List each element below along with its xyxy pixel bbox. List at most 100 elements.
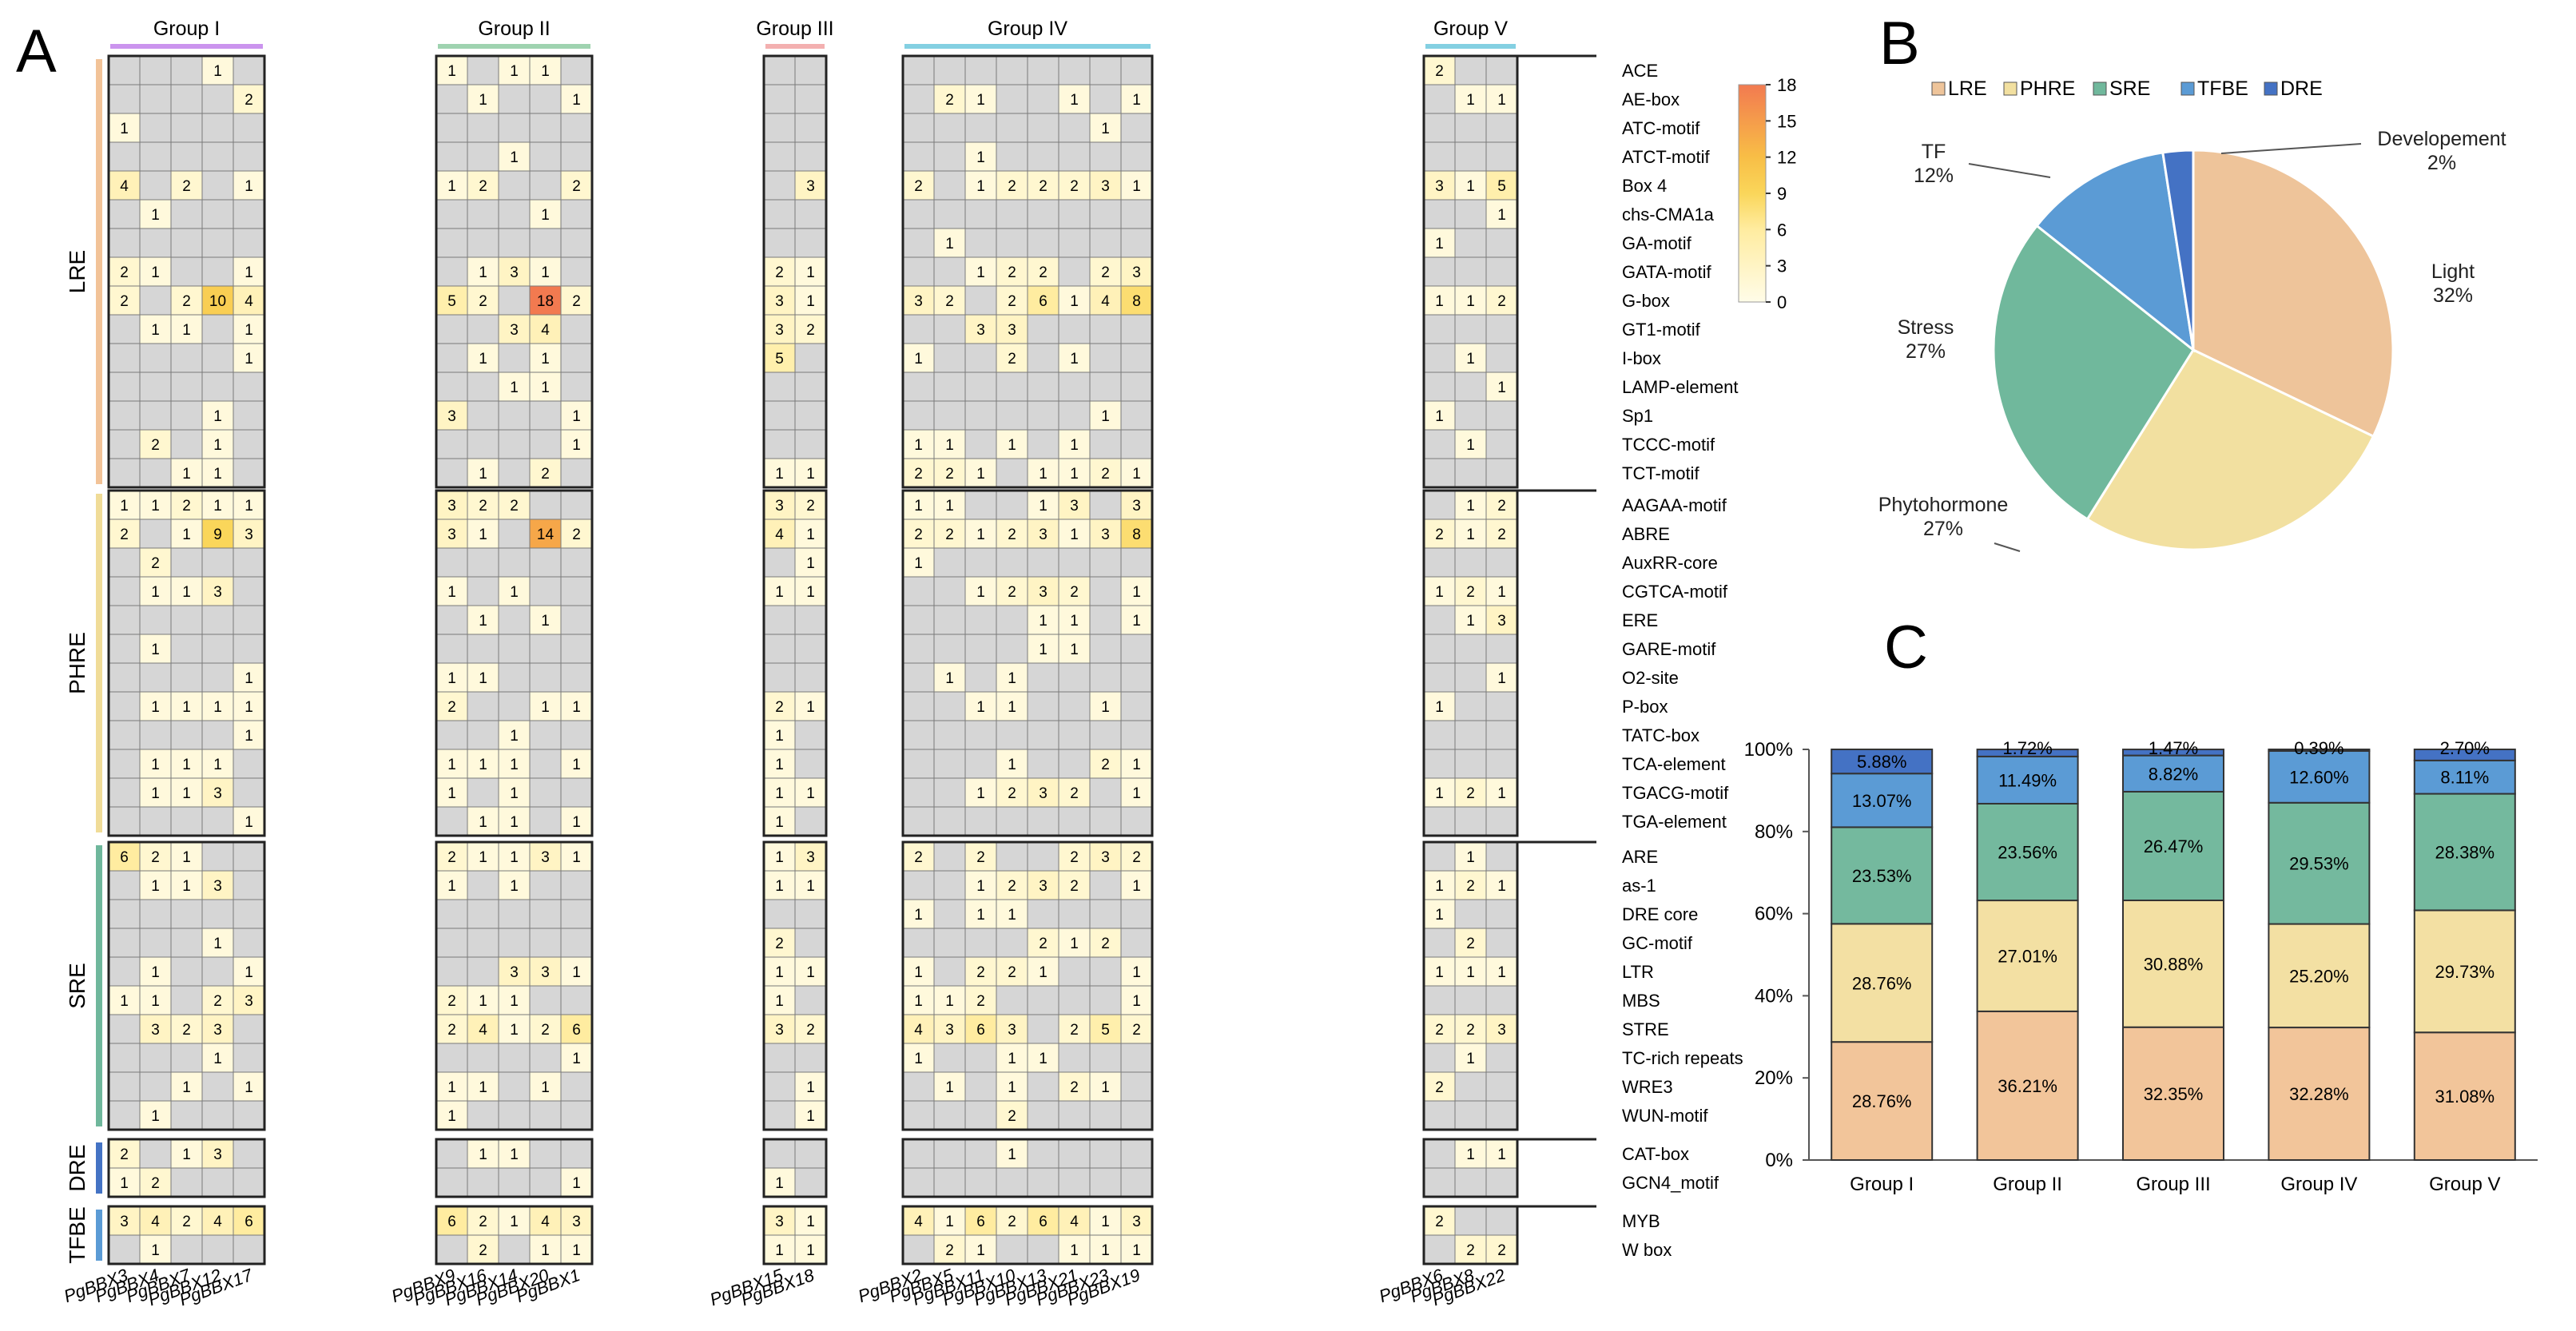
heatmap-cell (467, 199, 499, 229)
motif-label: AAGAA-motif (1622, 495, 1727, 515)
heatmap-cell (763, 55, 796, 85)
heatmap-cell (902, 458, 935, 488)
heatmap-cell (435, 547, 468, 578)
cell-value: 1 (447, 757, 456, 773)
heatmap-cell (201, 1234, 234, 1265)
leader-line (2220, 143, 2362, 154)
cell-value: 2 (479, 498, 487, 515)
cell-value: 2 (479, 1242, 487, 1259)
heatmap-cell (1027, 985, 1059, 1015)
heatmap-cell (435, 928, 468, 958)
cell-value: 6 (1039, 293, 1047, 310)
cell-value: 4 (914, 1022, 923, 1039)
cell-value: 2 (914, 178, 923, 195)
heatmap-cell (1058, 84, 1091, 114)
cell-value: 1 (1132, 466, 1141, 483)
heatmap-cell (201, 777, 234, 808)
heatmap-cell (1454, 371, 1487, 402)
heatmap-cell (794, 113, 827, 143)
x-tick-label: Group III (2136, 1174, 2210, 1195)
heatmap-cell (794, 634, 827, 664)
cell-value: 1 (806, 1079, 815, 1096)
heatmap-cell (794, 429, 827, 459)
bar-data-label: 12.60% (2289, 767, 2349, 787)
pie-slice (2161, 149, 2195, 351)
cell-value: 2 (806, 498, 815, 515)
heatmap-cell (560, 228, 593, 258)
heatmap-cell (170, 343, 203, 373)
cell-value: 2 (447, 849, 456, 866)
heatmap-cell (1485, 1071, 1518, 1102)
heatmap-cell (560, 314, 593, 344)
heatmap-cell (233, 1234, 265, 1265)
heatmap-cell (1058, 605, 1091, 635)
cell-value: 1 (1132, 1242, 1141, 1259)
heatmap-cell (170, 720, 203, 750)
cell-value: 1 (572, 964, 581, 981)
cell-value: 4 (914, 1214, 923, 1230)
heatmap-cell (139, 841, 172, 872)
heatmap-cell (108, 605, 141, 635)
cell-value: 2 (976, 964, 985, 981)
heatmap-cell (201, 662, 234, 693)
heatmap-cell (233, 343, 265, 373)
bar-segment (2268, 1027, 2371, 1162)
heatmap-cell (964, 576, 997, 606)
heatmap-cell (201, 1071, 234, 1102)
motif-label: chs-CMA1a (1622, 205, 1715, 224)
heatmap-cell (108, 371, 141, 402)
heatmap-cell (467, 777, 499, 808)
cell-value: 1 (151, 785, 160, 802)
block-border (901, 840, 1154, 1131)
heatmap-cell (964, 400, 997, 431)
heatmap-cell (794, 720, 827, 750)
heatmap-cell (933, 256, 966, 287)
heatmap-cell (170, 1014, 203, 1044)
cell-value: 1 (510, 785, 519, 802)
cell-value: 1 (151, 1108, 160, 1125)
cell-value: 1 (806, 785, 815, 802)
cell-value: 2 (1466, 584, 1475, 601)
heatmap-cell (529, 228, 562, 258)
heatmap-cell (964, 518, 997, 549)
heatmap-cell (108, 1138, 141, 1169)
heatmap-cell (498, 1043, 531, 1073)
block-border (762, 840, 828, 1131)
pie-slice-label: Light (2431, 260, 2475, 283)
heatmap-cell (1423, 1138, 1456, 1169)
heatmap-cell (996, 720, 1028, 750)
heatmap-cell (170, 870, 203, 900)
heatmap-cell (201, 899, 234, 929)
heatmap-cell (560, 490, 593, 520)
heatmap-cell (560, 371, 593, 402)
heatmap-cell (996, 985, 1028, 1015)
cell-value: 1 (1039, 964, 1047, 981)
bar-data-label: 2.70% (2440, 738, 2490, 758)
heatmap-cell (1120, 199, 1153, 229)
heatmap-cell (902, 899, 935, 929)
motif-label: Box 4 (1622, 176, 1667, 196)
cell-value: 3 (213, 1146, 222, 1163)
block-border (901, 1205, 1154, 1265)
heatmap-cell (1027, 141, 1059, 172)
cell-value: 1 (1008, 907, 1016, 924)
heatmap-cell (1089, 55, 1122, 85)
heatmap-cell (1120, 576, 1153, 606)
cell-value: 1 (182, 878, 191, 895)
heatmap-cell (1423, 256, 1456, 287)
heatmap-cell (108, 749, 141, 779)
heatmap-cell (1089, 518, 1122, 549)
cell-value: 2 (1070, 849, 1079, 866)
heatmap-cell (435, 256, 468, 287)
cell-value: 3 (213, 785, 222, 802)
heatmap-cell (1089, 985, 1122, 1015)
heatmap-cell (467, 1071, 499, 1102)
cell-value: 2 (1070, 878, 1079, 895)
heatmap-cell (1058, 956, 1091, 987)
heatmap-cell (498, 1234, 531, 1265)
cell-value: 1 (244, 178, 253, 195)
cell-value: 2 (182, 293, 191, 310)
cell-value: 1 (1466, 293, 1475, 310)
heatmap-cell (1423, 1043, 1456, 1073)
heatmap-cell (435, 113, 468, 143)
